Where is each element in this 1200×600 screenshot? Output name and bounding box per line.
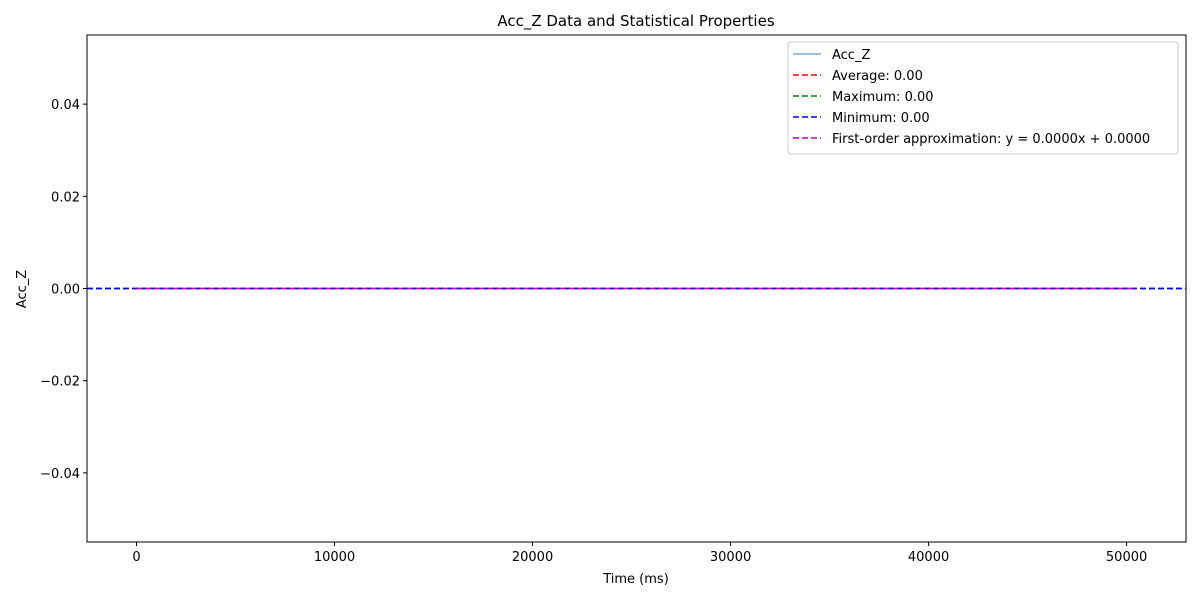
legend-label: First-order approximation: y = 0.0000x +… [832,132,1150,147]
chart-title: Acc_Z Data and Statistical Properties [497,12,774,31]
x-tick-label: 40000 [908,550,949,565]
y-tick-label: 0.00 [51,283,80,298]
x-tick-label: 10000 [314,550,355,565]
legend-label: Minimum: 0.00 [832,111,930,126]
x-tick-label: 30000 [710,550,751,565]
y-tick-label: 0.02 [51,190,80,205]
y-axis-label: Acc_Z [15,270,30,308]
x-tick-label: 0 [132,550,140,565]
x-tick-label: 50000 [1106,550,1147,565]
legend: Acc_Z Average: 0.00 Maximum: 0.00 Minimum: … [787,41,1179,155]
axes: 0 10000 20000 30000 40000 50000 −0.04 −0.02 0.00… [40,34,1187,565]
legend-label: Maximum: 0.00 [832,90,934,105]
x-axis-label: Time (ms) [602,572,669,587]
legend-box [787,41,1179,155]
legend-label: Average: 0.00 [832,69,923,84]
y-tick-label: −0.02 [40,375,80,390]
legend-label: Acc_Z [832,48,870,63]
y-tick-label: 0.04 [51,98,80,113]
y-tick-label: −0.04 [40,467,80,482]
x-tick-label: 20000 [512,550,553,565]
